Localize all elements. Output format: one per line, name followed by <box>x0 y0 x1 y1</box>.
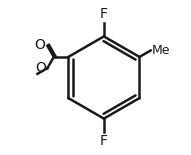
Text: Me: Me <box>152 44 171 57</box>
Text: F: F <box>100 134 108 148</box>
Text: O: O <box>35 61 46 75</box>
Text: O: O <box>35 38 45 52</box>
Text: F: F <box>100 7 108 21</box>
